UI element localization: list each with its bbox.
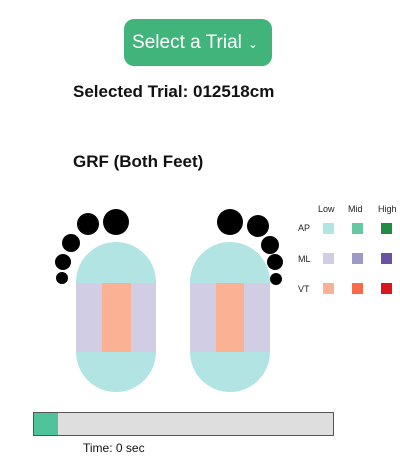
left-foot-vt-region: [102, 283, 131, 352]
selected-trial-value: 012518cm: [193, 82, 275, 101]
legend-swatch-ml-mid: [352, 253, 363, 264]
grf-title: GRF (Both Feet): [73, 152, 204, 171]
left-toe-3: [62, 234, 80, 252]
legend-level-high: High: [378, 204, 397, 214]
right-toe-2: [247, 215, 269, 237]
legend-swatch-ml-high: [381, 253, 392, 264]
right-toe-5: [270, 273, 282, 285]
legend-row-ml-label: ML: [298, 254, 311, 264]
left-toe-5: [56, 272, 68, 284]
right-foot-vt-region: [216, 283, 244, 352]
right-toe-3: [261, 236, 279, 254]
left-toe-4: [55, 254, 71, 270]
legend-level-low: Low: [318, 204, 335, 214]
legend-row-vt-label: VT: [298, 284, 310, 294]
legend-row-ap-label: AP: [298, 223, 311, 233]
right-foot: [190, 209, 283, 392]
right-toe-1: [217, 209, 243, 235]
chevron-down-icon: ⌄: [247, 36, 258, 51]
trial-select-dropdown[interactable]: Select a Trial ⌄: [124, 19, 272, 66]
right-toe-4: [267, 254, 283, 270]
legend-swatch-vt-low: [323, 283, 334, 294]
legend-swatch-ap-low: [323, 223, 334, 234]
legend-swatch-ap-high: [381, 223, 392, 234]
time-prefix: Time:: [83, 441, 113, 455]
legend-level-mid: Mid: [348, 204, 363, 214]
selected-trial-prefix: Selected Trial:: [73, 82, 189, 101]
left-toe-1: [103, 209, 129, 235]
selected-trial-text: Selected Trial: 012518cm: [73, 82, 274, 102]
legend-swatch-vt-high: [381, 283, 392, 294]
time-value: 0 sec: [115, 441, 145, 455]
legend-swatch-vt-mid: [352, 283, 363, 294]
left-toe-2: [77, 213, 99, 235]
legend-swatch-ml-low: [323, 253, 334, 264]
legend-swatch-ap-mid: [352, 223, 363, 234]
time-progress-fill: [34, 413, 58, 435]
trial-select-label: Select a Trial: [132, 31, 242, 53]
left-foot: [55, 209, 156, 392]
time-label: Time: 0 sec: [83, 441, 145, 455]
time-progress-bar[interactable]: [33, 412, 334, 436]
